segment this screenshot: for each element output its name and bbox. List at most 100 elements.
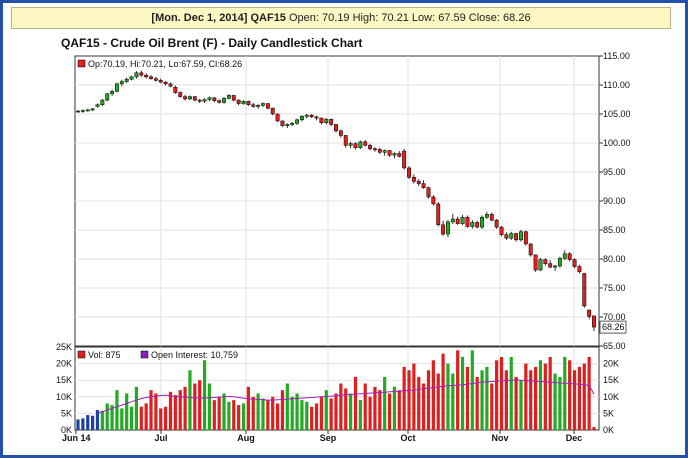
candle-up [295,119,300,124]
candle-down [494,219,499,228]
volume-bar [217,396,221,430]
volume-bar [368,396,372,430]
price-tick-label: 110.00 [603,80,630,90]
last-price-label: 68.26 [602,322,625,332]
volume-bar [164,406,168,430]
volume-bar [451,373,455,430]
volume-bar [300,400,304,430]
volume-tick-label-left: 15K [56,375,72,385]
price-tick-label: 90.00 [603,196,626,206]
volume-bar [563,356,567,430]
volume-bar [149,390,153,430]
candle-up [105,93,110,101]
volume-bar [246,386,250,430]
candle-down [265,103,270,109]
volume-bar [548,356,552,430]
candle-down [329,118,334,125]
time-tick-label: Nov [491,433,508,443]
volume-bar [533,366,538,430]
candle-down [270,107,275,115]
candle-down [397,153,402,157]
volume-bar [173,395,177,430]
volume-bar [275,403,280,430]
volume-bar [392,386,397,430]
volume-bar [120,408,124,430]
candle-up [557,258,562,267]
volume-bar [568,360,572,430]
volume-bar [407,370,411,430]
volume-bar [387,393,392,430]
volume-bar [587,356,591,430]
volume-bar [91,415,95,430]
candle-up [80,110,85,112]
candle-down [387,150,392,156]
volume-bar [339,383,343,430]
candle-down [577,266,582,273]
volume-bar [329,398,333,430]
candle-down [455,218,460,224]
volume-bar [159,408,163,430]
candle-up [188,96,192,100]
candle-up [480,216,484,228]
candle-up [519,231,523,241]
volume-bar [417,376,421,430]
candle-up [538,259,543,271]
volume-tick-label-right: 10K [603,392,619,402]
volume-tick-label-right: 20K [603,359,619,369]
volume-bar [373,386,377,430]
open-interest-line [97,379,595,414]
banner-date: [Mon. Dec 1, 2014] [151,12,248,24]
candle-down [421,183,426,188]
candle-down [587,309,592,317]
volume-bar [431,360,435,430]
volume-bar [129,406,134,430]
candle-up [222,98,226,103]
volume-bar [305,401,309,430]
price-tick-label: 85.00 [603,225,626,235]
volume-tick-label-right: 5K [603,408,614,418]
volume-bar [485,366,489,430]
candle-down [178,92,183,97]
candle-up [134,72,139,78]
price-tick-label: 80.00 [603,254,626,264]
volume-legend-text: Vol: 875 [88,350,121,360]
candle-up [446,221,450,235]
volume-tick-label-left: 20K [56,359,72,369]
candle-down [343,135,348,146]
volume-bar [256,393,260,430]
volume-bar [115,390,119,430]
volume-bar [188,370,192,430]
volume-legend-swatch [77,350,86,359]
volume-bar [524,363,528,430]
volume-bar [212,400,216,430]
volume-tick-label-left: 10K [56,392,72,402]
volume-tick-label-left: 5K [61,408,72,418]
volume-bar [446,363,450,430]
candle-down [548,263,553,268]
volume-bar [76,419,80,430]
candle-up [285,124,290,126]
price-tick-label: 95.00 [603,167,626,177]
price-tick-label: 100.00 [603,138,631,148]
volume-bar [237,405,241,430]
candle-up [85,109,90,112]
candle-down [528,243,533,256]
volume-bar [543,363,547,430]
price-tick-label: 105.00 [603,109,631,119]
volume-bar [582,363,586,430]
candle-up [256,105,261,107]
candle-down [246,100,251,105]
volume-tick-label-left: 0K [61,425,72,435]
candle-down [426,187,431,198]
volume-bar [397,390,401,430]
volume-bar [261,398,265,430]
candle-down [173,87,178,93]
candle-down [144,74,149,78]
candle-up [119,81,124,85]
volume-bar [383,376,387,430]
volume-bar [125,393,129,430]
candle-down [592,315,596,328]
time-tick-label: Dec [566,433,583,443]
candle-down [183,96,188,100]
